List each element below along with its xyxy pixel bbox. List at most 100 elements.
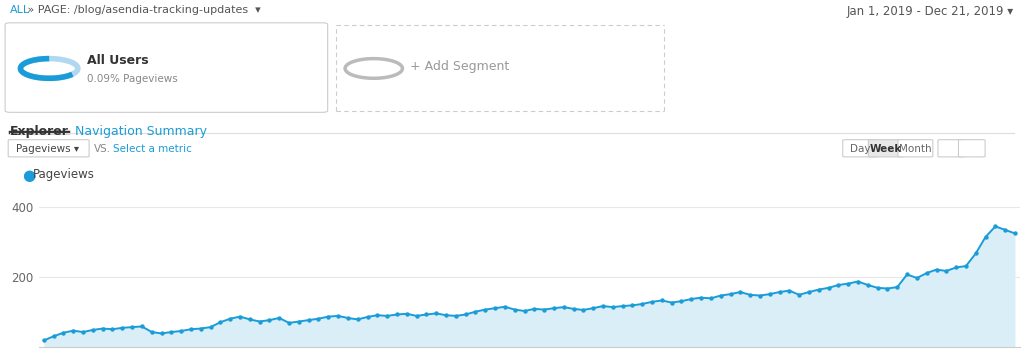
- Point: [398, 311, 415, 317]
- Point: [742, 292, 759, 298]
- Point: [143, 329, 160, 335]
- Point: [66, 328, 82, 333]
- Text: ●: ●: [23, 168, 36, 184]
- Point: [340, 315, 356, 321]
- Point: [585, 305, 601, 311]
- Point: [722, 291, 738, 297]
- Point: [182, 326, 199, 332]
- Point: [880, 286, 896, 291]
- Point: [330, 313, 346, 319]
- Point: [604, 304, 621, 310]
- Point: [310, 316, 327, 322]
- Point: [163, 329, 179, 335]
- Point: [732, 289, 749, 295]
- Point: [389, 312, 406, 317]
- Text: + Add Segment: + Add Segment: [410, 60, 509, 73]
- Text: » PAGE: /blog/asendia-tracking-updates  ▾: » PAGE: /blog/asendia-tracking-updates ▾: [24, 5, 260, 15]
- Point: [486, 305, 503, 311]
- Point: [281, 320, 297, 326]
- Point: [801, 289, 817, 295]
- Point: [595, 303, 611, 309]
- Text: ALL: ALL: [10, 5, 31, 15]
- Point: [752, 293, 768, 298]
- Point: [507, 307, 523, 312]
- Point: [114, 325, 130, 331]
- Point: [762, 291, 778, 297]
- Point: [536, 307, 552, 312]
- Point: [683, 296, 699, 302]
- Point: [713, 293, 729, 298]
- Point: [212, 319, 228, 325]
- Point: [124, 324, 140, 330]
- Point: [359, 314, 376, 320]
- Point: [614, 303, 631, 309]
- Point: [899, 272, 915, 277]
- Text: Pageviews ▾: Pageviews ▾: [16, 144, 80, 154]
- Point: [94, 326, 111, 331]
- Point: [625, 303, 641, 308]
- Point: [193, 326, 209, 331]
- Point: [957, 263, 974, 269]
- Point: [908, 275, 925, 281]
- Point: [987, 224, 1004, 229]
- Point: [349, 317, 366, 322]
- Point: [104, 326, 121, 332]
- Point: [85, 327, 101, 333]
- Point: [811, 287, 827, 292]
- Text: Navigation Summary: Navigation Summary: [75, 125, 207, 138]
- Point: [300, 317, 316, 323]
- Point: [771, 289, 787, 295]
- Point: [634, 301, 650, 307]
- Point: [938, 268, 954, 274]
- Point: [997, 227, 1014, 233]
- Point: [664, 300, 680, 305]
- Point: [575, 307, 592, 313]
- Point: [820, 285, 837, 291]
- Point: [55, 330, 72, 336]
- Point: [546, 305, 562, 311]
- Point: [840, 281, 856, 286]
- Point: [869, 285, 886, 291]
- Point: [644, 299, 660, 305]
- Point: [968, 251, 984, 256]
- Point: [526, 306, 543, 312]
- Point: [467, 309, 483, 314]
- Point: [379, 313, 395, 319]
- Point: [791, 292, 807, 298]
- Point: [497, 304, 513, 310]
- Point: [565, 306, 582, 312]
- Point: [203, 324, 219, 330]
- Point: [271, 315, 288, 321]
- Point: [438, 312, 455, 318]
- Text: 0.09% Pageviews: 0.09% Pageviews: [87, 74, 178, 84]
- Text: Jan 1, 2019 - Dec 21, 2019 ▾: Jan 1, 2019 - Dec 21, 2019 ▾: [847, 5, 1014, 18]
- Point: [173, 328, 189, 334]
- Text: Month: Month: [899, 144, 932, 154]
- Text: VS.: VS.: [94, 144, 112, 154]
- Point: [242, 317, 258, 322]
- Point: [75, 329, 91, 335]
- Text: Day: Day: [850, 144, 870, 154]
- Point: [261, 317, 278, 323]
- Point: [154, 331, 170, 336]
- Point: [860, 282, 877, 288]
- Point: [222, 316, 239, 322]
- Point: [889, 284, 905, 290]
- Point: [370, 312, 386, 318]
- Text: Week: Week: [869, 144, 902, 154]
- Text: All Users: All Users: [87, 54, 148, 67]
- Point: [418, 312, 434, 317]
- Point: [702, 296, 719, 301]
- Point: [516, 308, 532, 314]
- Point: [693, 295, 710, 300]
- Point: [556, 304, 572, 310]
- Point: [653, 298, 670, 303]
- Point: [781, 288, 798, 293]
- Point: [45, 333, 61, 339]
- Text: Pageviews: Pageviews: [33, 168, 94, 181]
- Point: [919, 270, 935, 276]
- Point: [477, 307, 494, 312]
- Point: [850, 279, 866, 284]
- Point: [948, 265, 965, 270]
- Point: [830, 282, 847, 288]
